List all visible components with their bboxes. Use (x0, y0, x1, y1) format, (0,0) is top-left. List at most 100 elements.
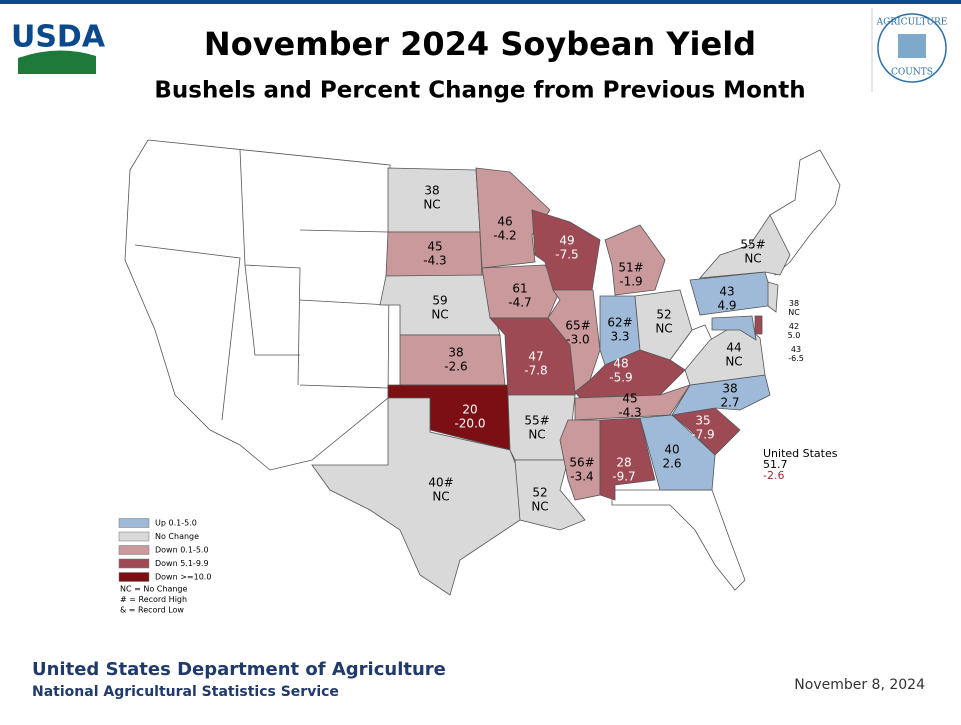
legend-label: Down 5.1-9.9 (155, 559, 209, 568)
notes: NC = No Change# = Record High & = Record … (120, 585, 187, 615)
state-yield: 47 (528, 350, 543, 364)
state-change: -4.3 (618, 406, 641, 420)
state-yield: 20 (462, 403, 477, 417)
state-change: NC (788, 308, 800, 317)
state-change: NC (528, 428, 545, 442)
subtitle: Bushels and Percent Change from Previous… (154, 78, 805, 104)
state-change: -7.5 (555, 248, 578, 262)
state-change: -4.2 (493, 229, 516, 243)
state-yield: 40# (428, 476, 453, 490)
state-yield: 38 (424, 184, 439, 198)
state-yield: 45 (427, 240, 442, 254)
state-change: NC (655, 322, 672, 336)
state-yield: 62# (607, 316, 632, 330)
footer-department: United States Department of Agriculture (32, 659, 446, 680)
state-yield: 61 (512, 282, 527, 296)
state (711, 315, 757, 341)
state-yield: 49 (559, 234, 574, 248)
footer-service: National Agricultural Statistics Service (32, 684, 339, 700)
state-change: -9.7 (612, 470, 635, 484)
legend-swatch (118, 558, 150, 569)
state-border (299, 299, 389, 306)
legend-swatch (118, 572, 150, 582)
legend-swatch (118, 518, 150, 528)
us-label: United States (763, 447, 838, 460)
state-change: NC (431, 308, 448, 322)
state-yield: 28 (616, 456, 631, 470)
state (634, 289, 693, 361)
state-change: -7.9 (691, 428, 714, 442)
us-yield: 51.7 (763, 458, 788, 471)
state-change: 2.6 (662, 457, 681, 471)
state-change: 5.0 (788, 331, 801, 340)
badge-barn (898, 34, 926, 58)
state-yield: 51# (618, 261, 643, 275)
state-yield: 56# (569, 456, 594, 470)
state-yield: 45 (622, 392, 637, 406)
map (124, 139, 841, 596)
state-yield: 44 (726, 341, 741, 355)
legend-label: Up 0.1-5.0 (155, 519, 197, 528)
legend-swatch (118, 531, 150, 542)
state (767, 281, 779, 313)
state-change: -2.6 (444, 360, 467, 374)
state-yield: 59 (432, 294, 447, 308)
florida (611, 489, 746, 591)
state-change: 3.3 (610, 330, 629, 344)
state-change: -1.9 (619, 275, 642, 289)
state-change: NC (725, 355, 742, 369)
state-yield: 65# (565, 319, 590, 333)
state (754, 315, 763, 335)
state-yield: 52 (656, 308, 671, 322)
footer-date: November 8, 2024 (794, 677, 925, 693)
badge-ring (877, 13, 947, 83)
state (684, 321, 766, 386)
state-border (134, 244, 241, 421)
legend-label: Down >=10.0 (155, 573, 211, 582)
state-change: -4.3 (423, 254, 446, 268)
state-border (299, 229, 389, 233)
legend-swatch (118, 545, 150, 555)
state (311, 397, 521, 596)
state-yield: 42 (789, 322, 799, 331)
state-change: -7.8 (524, 364, 547, 378)
state-border (239, 149, 301, 386)
state-border (299, 384, 389, 389)
state-change: -5.9 (609, 371, 632, 385)
state-change: -3.4 (570, 470, 593, 484)
title: November 2024 Soybean Yield (204, 25, 756, 63)
top-bar (0, 0, 961, 4)
state-change: NC (432, 490, 449, 504)
state (475, 167, 551, 269)
state-yield: 38 (722, 382, 737, 396)
state-border (244, 264, 300, 356)
state-yield: 55# (524, 414, 549, 428)
state-yield: 40 (664, 443, 679, 457)
state-yield: 43 (719, 285, 734, 299)
us-change: -2.6 (763, 469, 784, 482)
state-change: -3.0 (566, 333, 589, 347)
state-change: -20.0 (454, 417, 485, 431)
state (639, 414, 716, 491)
state-yield: 46 (497, 215, 512, 229)
legend-label: Down 0.1-5.0 (155, 546, 209, 555)
state-change: NC (531, 500, 548, 514)
legend-label: No Change (155, 532, 199, 541)
logo-text: USDA (11, 20, 106, 55)
state (604, 224, 666, 296)
state-yield: 38 (448, 346, 463, 360)
note: NC = No Change (120, 585, 187, 594)
state (481, 264, 561, 319)
state-change: -4.7 (508, 296, 531, 310)
state (699, 214, 791, 279)
state-change: NC (744, 252, 761, 266)
state-change: 4.9 (717, 299, 736, 313)
state-yield: 52 (532, 486, 547, 500)
state-yield: 43 (791, 345, 801, 354)
state-yield: 38 (789, 299, 799, 308)
state-yield: 48 (613, 357, 628, 371)
western-states (124, 139, 391, 471)
note: & = Record Low (120, 606, 184, 615)
legend: Up 0.1-5.0 No Change Down 0.1-5.0 Down 5.1-… (118, 518, 211, 582)
